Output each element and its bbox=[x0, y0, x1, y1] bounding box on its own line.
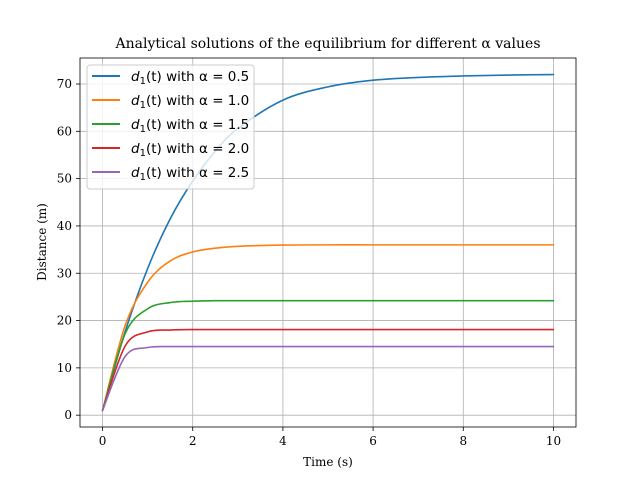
y-axis-label: Distance (m) bbox=[35, 203, 49, 281]
legend-label-variable: d bbox=[131, 93, 140, 109]
axes-frame bbox=[79, 57, 577, 428]
legend-label-subscript: 1 bbox=[140, 148, 146, 159]
x-axis-ticks: 0 2 4 6 8 10 bbox=[99, 427, 561, 448]
y-tick-label: 60 bbox=[57, 124, 72, 138]
series-line-5 bbox=[101, 345, 555, 412]
series-line-4 bbox=[101, 328, 555, 412]
legend-label-variable: d bbox=[131, 141, 140, 157]
y-tick-label: 50 bbox=[57, 172, 72, 186]
legend-label-4: d1(t) with α = 2.0 bbox=[131, 141, 249, 159]
y-tick-label: 30 bbox=[57, 266, 72, 280]
legend-label-subscript: 1 bbox=[140, 100, 146, 111]
legend-label-rest: (t) with α = 2.0 bbox=[146, 141, 249, 157]
y-axis-ticks: 0 10 20 30 40 50 60 70 bbox=[57, 77, 80, 422]
x-axis-label: Time (s) bbox=[303, 455, 353, 469]
legend-label-subscript: 1 bbox=[140, 172, 146, 183]
legend-label-rest: (t) with α = 0.5 bbox=[146, 69, 249, 85]
legend-label-variable: d bbox=[131, 117, 140, 133]
legend-label-1: d1(t) with α = 0.5 bbox=[131, 69, 249, 87]
y-tick-label: 10 bbox=[57, 361, 72, 375]
legend-label-3: d1(t) with α = 1.5 bbox=[131, 117, 249, 135]
legend-label-2: d1(t) with α = 1.0 bbox=[131, 93, 249, 111]
series-line-3 bbox=[101, 299, 555, 412]
x-tick-label: 6 bbox=[369, 434, 377, 448]
x-tick-label: 10 bbox=[546, 434, 561, 448]
legend: d1(t) with α = 0.5d1(t) with α = 1.0d1(t… bbox=[86, 64, 255, 190]
y-tick-label: 0 bbox=[64, 408, 72, 422]
y-tick-label: 70 bbox=[57, 77, 72, 91]
legend-box bbox=[86, 64, 255, 190]
x-tick-label: 4 bbox=[279, 434, 287, 448]
y-tick-label: 20 bbox=[57, 314, 72, 328]
legend-label-subscript: 1 bbox=[140, 124, 146, 135]
legend-label-subscript: 1 bbox=[140, 76, 146, 87]
legend-label-rest: (t) with α = 1.0 bbox=[146, 93, 249, 109]
legend-label-5: d1(t) with α = 2.5 bbox=[131, 165, 249, 183]
x-tick-label: 0 bbox=[99, 434, 107, 448]
grid bbox=[80, 58, 576, 427]
legend-label-rest: (t) with α = 2.5 bbox=[146, 165, 249, 181]
legend-label-variable: d bbox=[131, 165, 140, 181]
x-tick-label: 8 bbox=[459, 434, 467, 448]
x-tick-label: 2 bbox=[189, 434, 197, 448]
series-line-2 bbox=[101, 244, 555, 412]
y-tick-label: 40 bbox=[57, 219, 72, 233]
legend-label-rest: (t) with α = 1.5 bbox=[146, 117, 249, 133]
chart-title: Analytical solutions of the equilibrium … bbox=[115, 36, 541, 52]
legend-label-variable: d bbox=[131, 69, 140, 85]
